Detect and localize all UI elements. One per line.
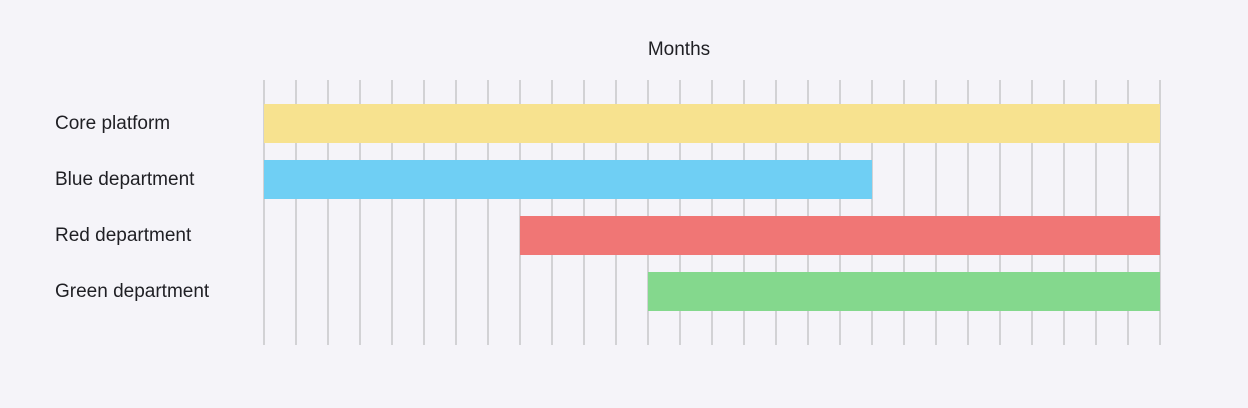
x-axis-title: Months (648, 39, 710, 60)
bar-green-department (648, 272, 1160, 311)
bar-blue-department (264, 160, 872, 199)
row-label-core-platform: Core platform (55, 113, 170, 134)
row-label-blue-department: Blue department (55, 169, 195, 190)
row-label-green-department: Green department (55, 281, 210, 302)
bars (264, 104, 1160, 311)
bar-red-department (520, 216, 1160, 255)
row-labels: Core platform Blue department Red departme… (55, 113, 210, 302)
row-label-red-department: Red department (55, 225, 192, 246)
bar-core-platform (264, 104, 1160, 143)
